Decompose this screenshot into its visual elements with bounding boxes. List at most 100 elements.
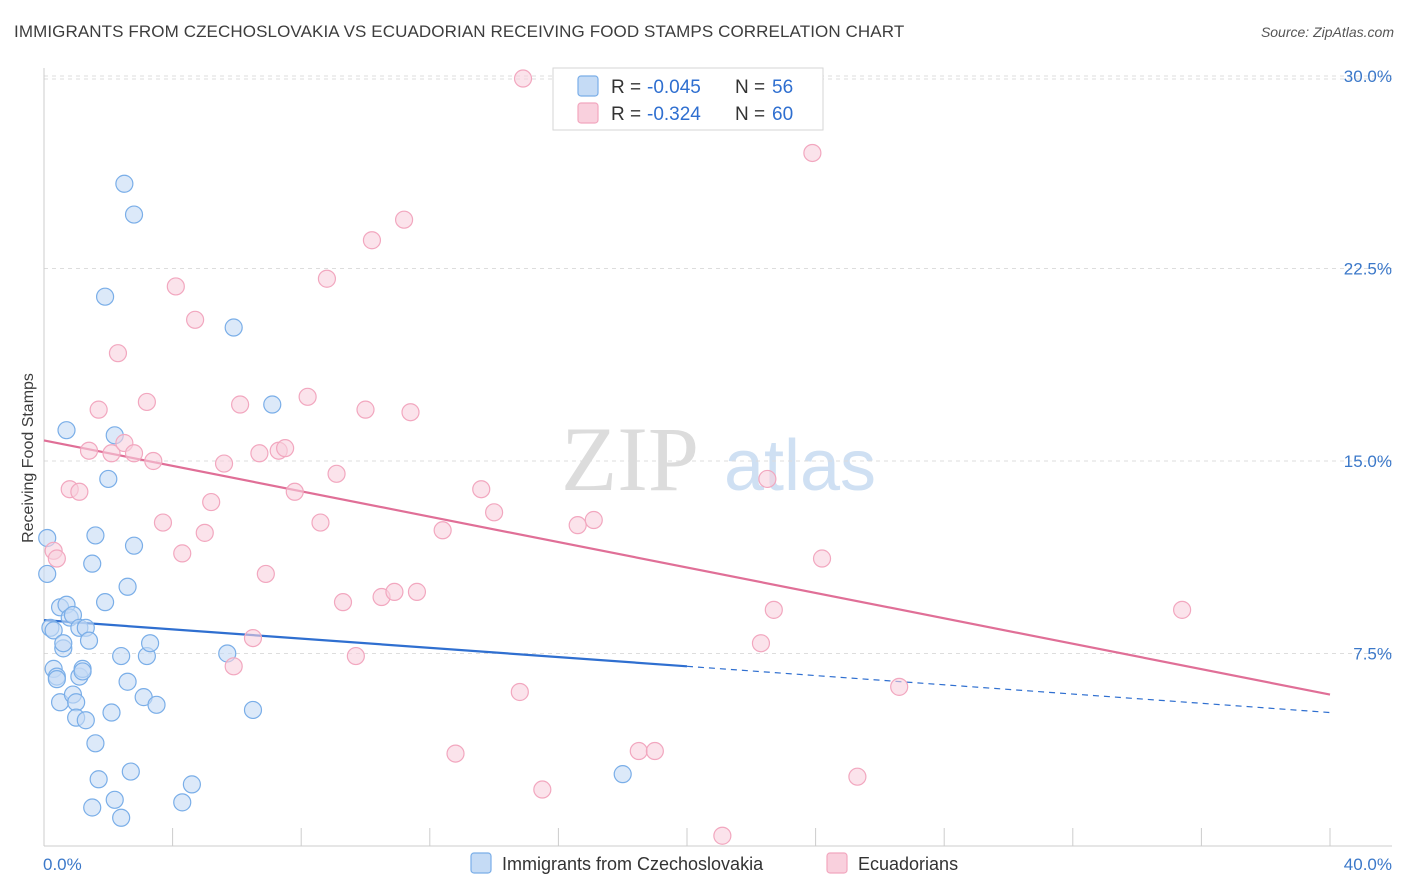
- data-point-series-0: [95, 287, 115, 306]
- data-point-series-1: [186, 310, 205, 329]
- data-point-series-1: [751, 634, 771, 653]
- data-point-series-1: [362, 231, 382, 250]
- data-point-series-1: [629, 741, 648, 761]
- data-point-series-1: [224, 657, 243, 676]
- data-point-series-1: [102, 444, 121, 463]
- data-point-series-0: [73, 662, 92, 681]
- data-point-series-0: [44, 621, 63, 640]
- data-point-series-0: [115, 174, 134, 193]
- data-point-series-1: [214, 454, 234, 473]
- series-legend: Immigrants from Czechoslovakia Ecuadoria…: [470, 852, 958, 874]
- data-point-series-0: [83, 798, 102, 817]
- data-point-series-1: [533, 780, 552, 799]
- data-point-series-1: [713, 826, 732, 845]
- data-point-series-1: [485, 503, 504, 522]
- data-point-series-1: [243, 628, 263, 648]
- data-point-series-1: [385, 582, 404, 601]
- data-point-series-1: [433, 521, 452, 540]
- data-point-series-1: [124, 444, 144, 463]
- data-point-series-1: [173, 544, 192, 563]
- data-point-series-1: [89, 400, 108, 419]
- data-point-series-1: [47, 549, 66, 568]
- data-point-series-1: [327, 464, 346, 483]
- series-legend-swatch-czechoslovakia: [470, 852, 492, 874]
- legend-r-label-czechoslovakia: R =: [611, 77, 641, 98]
- data-point-series-1: [394, 210, 414, 229]
- data-point-series-0: [124, 536, 144, 555]
- axes: [43, 68, 1392, 847]
- watermark-zip: ZIP: [561, 408, 699, 510]
- data-point-series-0: [263, 395, 282, 414]
- data-point-series-1: [202, 492, 221, 512]
- data-point-series-1: [513, 69, 533, 88]
- data-point-series-1: [890, 677, 909, 696]
- data-point-series-1: [803, 143, 822, 163]
- data-point-series-0: [112, 808, 131, 827]
- data-point-series-0: [38, 564, 57, 584]
- data-point-series-1: [166, 277, 185, 296]
- y-tick-label-22-5: 22.5%: [1344, 259, 1392, 278]
- trend-line-series-1: [43, 439, 1331, 696]
- legend-n-value-ecuadorians: 60: [772, 104, 793, 125]
- legend-r-value-czechoslovakia: -0.045: [647, 77, 701, 98]
- data-point-series-1: [137, 392, 156, 412]
- data-point-series-0: [67, 693, 86, 712]
- data-point-series-0: [118, 577, 137, 596]
- data-point-series-1: [285, 482, 304, 501]
- data-point-series-1: [401, 403, 420, 422]
- series-legend-label-czechoslovakia: Immigrants from Czechoslovakia: [502, 854, 764, 874]
- legend-swatch-ecuadorians: [577, 102, 599, 124]
- data-point-series-1: [758, 469, 777, 489]
- data-point-series-0: [173, 793, 192, 812]
- gridlines: [44, 75, 1392, 654]
- series-legend-label-ecuadorians: Ecuadorians: [858, 854, 958, 874]
- data-point-series-0: [121, 762, 140, 781]
- data-point-series-0: [79, 631, 99, 650]
- chart-title: IMMIGRANTS FROM CZECHOSLOVAKIA VS ECUADO…: [14, 22, 905, 41]
- data-point-series-1: [764, 600, 783, 619]
- series-legend-swatch-ecuadorians: [826, 852, 848, 874]
- legend-n-label-czechoslovakia: N =: [735, 77, 765, 98]
- x-tick-label-max: 40.0%: [1344, 855, 1392, 874]
- correlation-legend: R = -0.045 N = 56 R = -0.324 N = 60: [552, 67, 824, 131]
- data-point-series-0: [124, 205, 144, 224]
- legend-n-value-czechoslovakia: 56: [772, 77, 793, 98]
- data-point-series-0: [99, 469, 118, 489]
- data-point-series-0: [83, 554, 102, 573]
- data-point-series-0: [47, 670, 66, 689]
- legend-r-value-ecuadorians: -0.324: [647, 104, 701, 125]
- data-point-series-0: [54, 634, 73, 653]
- data-point-series-0: [76, 711, 95, 730]
- data-point-series-1: [153, 513, 173, 532]
- data-point-series-1: [848, 767, 867, 786]
- data-point-series-0: [224, 318, 243, 337]
- trend-lines: [43, 439, 1331, 714]
- data-point-series-1: [1173, 600, 1192, 619]
- data-point-series-1: [195, 523, 214, 542]
- data-point-series-1: [645, 741, 664, 761]
- legend-swatch-czechoslovakia: [577, 75, 599, 97]
- legend-n-label-ecuadorians: N =: [735, 104, 765, 125]
- data-point-series-1: [79, 441, 99, 460]
- data-point-series-1: [231, 395, 250, 414]
- data-point-series-1: [356, 400, 375, 419]
- y-axis-label: Receiving Food Stamps: [20, 373, 37, 543]
- trend-line-series-0: [43, 619, 688, 668]
- data-point-series-1: [276, 439, 295, 458]
- data-point-series-0: [243, 700, 263, 720]
- data-point-series-1: [584, 510, 603, 530]
- data-point-series-0: [118, 672, 137, 691]
- watermark-atlas: atlas: [724, 426, 876, 506]
- data-point-series-1: [311, 513, 330, 532]
- legend-r-label-ecuadorians: R =: [611, 104, 641, 125]
- data-point-series-1: [108, 344, 128, 363]
- data-point-series-0: [86, 734, 105, 753]
- data-point-series-0: [140, 634, 160, 653]
- data-point-series-1: [144, 451, 163, 471]
- data-point-series-0: [57, 421, 76, 440]
- y-tick-label-30: 30.0%: [1344, 67, 1392, 86]
- data-point-series-1: [70, 482, 89, 501]
- data-point-series-0: [182, 775, 201, 794]
- data-point-series-0: [86, 526, 105, 545]
